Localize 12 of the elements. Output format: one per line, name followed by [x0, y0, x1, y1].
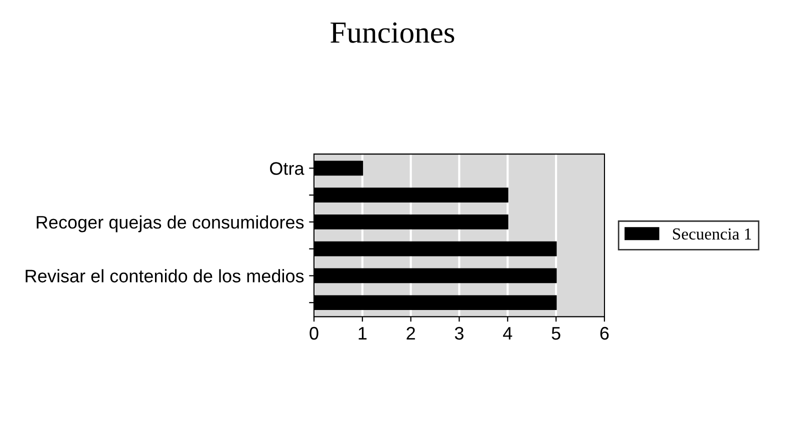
y-tick-label: Revisar el contenido de los medios — [26, 269, 304, 282]
x-tick-label: 2 — [406, 326, 415, 340]
x-tick-label: 6 — [600, 326, 609, 340]
x-tick-label: 0 — [310, 326, 318, 340]
x-tick-label: 3 — [454, 326, 464, 340]
x-tick-label: 4 — [503, 327, 512, 340]
y-tick-label: Otra — [270, 162, 304, 175]
x-tick-label: 5 — [552, 327, 560, 340]
chart-title: Funciones — [330, 22, 454, 43]
y-tick-label: Recoger quejas de consumidores — [36, 215, 304, 232]
legend-label: Secuencia 1 — [673, 228, 751, 240]
x-tick-label: 1 — [358, 327, 367, 340]
